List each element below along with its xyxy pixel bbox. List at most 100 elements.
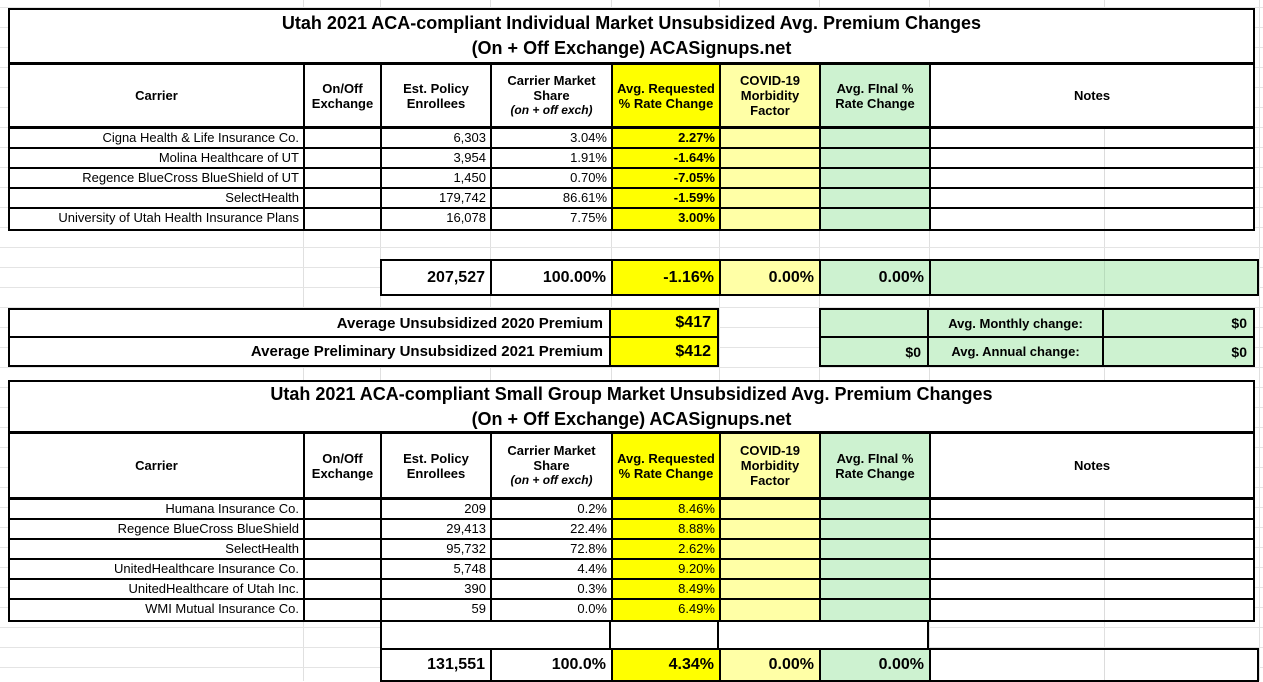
carrier-cell: WMI Mutual Insurance Co.: [10, 600, 305, 620]
requested-rate-cell: 2.62%: [613, 540, 721, 560]
total-final-cell: 0.00%: [821, 261, 931, 294]
carrier-cell: SelectHealth: [10, 189, 305, 209]
notes-cell: [931, 560, 1253, 580]
market-share-cell: 22.4%: [492, 520, 613, 540]
carrier-cell: Molina Healthcare of UT: [10, 149, 305, 169]
exchange-cell: [305, 600, 382, 620]
enrollees-cell: 3,954: [382, 149, 492, 169]
exchange-cell: [305, 560, 382, 580]
individual-market-table: Utah 2021 ACA-compliant Individual Marke…: [8, 8, 1255, 231]
notes-cell: [931, 189, 1253, 209]
column-header-market-share: Carrier Market Share (on + off exch): [492, 65, 613, 129]
requested-rate-cell: -7.05%: [613, 169, 721, 189]
column-header-enrollees: Est. Policy Enrollees: [382, 434, 492, 500]
carrier-cell: Regence BlueCross BlueShield of UT: [10, 169, 305, 189]
premium-summary-section: Average Unsubsidized 2020 Premium $417 A…: [8, 308, 1255, 367]
market-share-cell: 4.4%: [492, 560, 613, 580]
requested-rate-cell: 8.88%: [613, 520, 721, 540]
market-share-cell: 1.91%: [492, 149, 613, 169]
requested-rate-cell: 8.49%: [613, 580, 721, 600]
avg-monthly-change-value: $0: [1104, 308, 1255, 338]
enrollees-cell: 95,732: [382, 540, 492, 560]
enrollees-cell: 5,748: [382, 560, 492, 580]
final-rate-cell: [821, 540, 931, 560]
small-group-table-title: Utah 2021 ACA-compliant Small Group Mark…: [10, 382, 1253, 434]
column-header-requested: Avg. Requested % Rate Change: [613, 434, 721, 500]
individual-totals-row: 207,527 100.00% -1.16% 0.00% 0.00%: [380, 259, 1259, 296]
spacer-cell: [382, 622, 611, 648]
avg-2021-premium-value: $412: [611, 338, 719, 367]
table-row: SelectHealth 95,732 72.8% 2.62%: [10, 540, 1253, 560]
individual-table-title: Utah 2021 ACA-compliant Individual Marke…: [10, 10, 1253, 65]
carrier-cell: Regence BlueCross BlueShield: [10, 520, 305, 540]
covid-factor-cell: [721, 560, 821, 580]
market-share-label: Carrier Market Share: [507, 443, 596, 473]
enrollees-cell: 59: [382, 600, 492, 620]
summary-green-base-value: $0: [819, 338, 929, 367]
exchange-cell: [305, 189, 382, 209]
table-row: Regence BlueCross BlueShield of UT 1,450…: [10, 169, 1253, 189]
title-line-1: Utah 2021 ACA-compliant Individual Marke…: [281, 13, 982, 33]
exchange-cell: [305, 520, 382, 540]
carrier-cell: Cigna Health & Life Insurance Co.: [10, 129, 305, 149]
carrier-cell: SelectHealth: [10, 540, 305, 560]
avg-2021-premium-label: Average Preliminary Unsubsidized 2021 Pr…: [8, 338, 611, 367]
total-notes-cell: [931, 650, 1257, 680]
market-share-cell: 3.04%: [492, 129, 613, 149]
title-line-2: (On + Off Exchange) ACASignups.net: [471, 408, 792, 429]
table-row: SelectHealth 179,742 86.61% -1.59%: [10, 189, 1253, 209]
final-rate-cell: [821, 600, 931, 620]
final-rate-cell: [821, 169, 931, 189]
exchange-cell: [305, 129, 382, 149]
notes-cell: [931, 169, 1253, 189]
covid-factor-cell: [721, 149, 821, 169]
notes-cell: [931, 580, 1253, 600]
covid-factor-cell: [721, 500, 821, 520]
requested-rate-cell: 8.46%: [613, 500, 721, 520]
column-header-notes: Notes: [931, 434, 1253, 500]
avg-annual-change-label: Avg. Annual change:: [929, 338, 1104, 367]
column-header-requested: Avg. Requested % Rate Change: [613, 65, 721, 129]
total-enrollees-cell: 207,527: [382, 261, 492, 294]
requested-rate-cell: 3.00%: [613, 209, 721, 229]
notes-cell: [931, 540, 1253, 560]
enrollees-cell: 29,413: [382, 520, 492, 540]
market-share-cell: 86.61%: [492, 189, 613, 209]
exchange-cell: [305, 209, 382, 229]
table-row: Cigna Health & Life Insurance Co. 6,303 …: [10, 129, 1253, 149]
market-share-subnote: (on + off exch): [510, 103, 593, 117]
column-header-carrier: Carrier: [10, 65, 305, 129]
total-final-cell: 0.00%: [821, 650, 931, 680]
market-share-label: Carrier Market Share: [507, 73, 596, 103]
total-share-cell: 100.0%: [492, 650, 613, 680]
title-line-2: (On + Off Exchange) ACASignups.net: [471, 38, 792, 58]
requested-rate-cell: 9.20%: [613, 560, 721, 580]
market-share-cell: 7.75%: [492, 209, 613, 229]
avg-2020-premium-value: $417: [611, 308, 719, 338]
notes-cell: [931, 500, 1253, 520]
table-row: Humana Insurance Co. 209 0.2% 8.46%: [10, 500, 1253, 520]
table-row: UnitedHealthcare Insurance Co. 5,748 4.4…: [10, 560, 1253, 580]
market-share-cell: 0.2%: [492, 500, 613, 520]
total-covid-cell: 0.00%: [721, 650, 821, 680]
notes-cell: [931, 129, 1253, 149]
table-row: Molina Healthcare of UT 3,954 1.91% -1.6…: [10, 149, 1253, 169]
column-header-final: Avg. FInal % Rate Change: [821, 65, 931, 129]
carrier-cell: UnitedHealthcare of Utah Inc.: [10, 580, 305, 600]
column-header-market-share: Carrier Market Share (on + off exch): [492, 434, 613, 500]
enrollees-cell: 179,742: [382, 189, 492, 209]
covid-factor-cell: [721, 209, 821, 229]
small-group-table-header-row: Carrier On/Off Exchange Est. Policy Enro…: [10, 434, 1253, 500]
covid-factor-cell: [721, 580, 821, 600]
market-share-cell: 0.70%: [492, 169, 613, 189]
avg-monthly-change-label: Avg. Monthly change:: [929, 308, 1104, 338]
final-rate-cell: [821, 189, 931, 209]
summary-gap-cell: [719, 308, 819, 338]
column-header-exchange: On/Off Exchange: [305, 434, 382, 500]
spacer-cell: [719, 622, 929, 648]
total-requested-cell: -1.16%: [613, 261, 721, 294]
final-rate-cell: [821, 209, 931, 229]
covid-factor-cell: [721, 129, 821, 149]
market-share-subnote: (on + off exch): [510, 473, 593, 487]
table-row: UnitedHealthcare of Utah Inc. 390 0.3% 8…: [10, 580, 1253, 600]
